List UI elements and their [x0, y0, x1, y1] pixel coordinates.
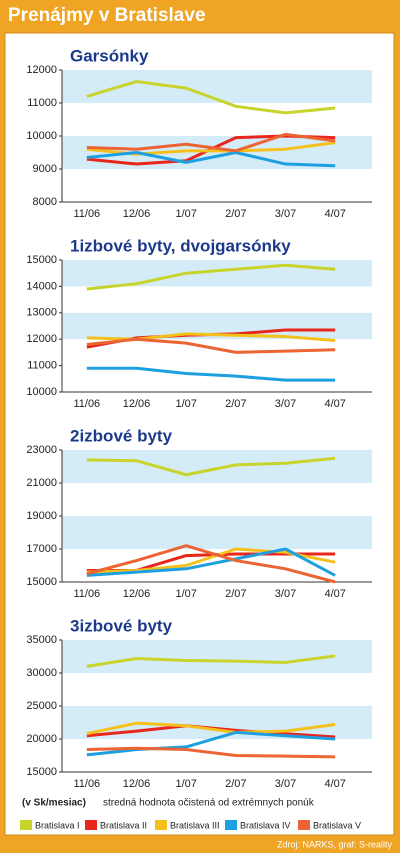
x-tick-label: 12/06 — [123, 778, 151, 790]
band — [62, 70, 372, 103]
y-tick-label: 12000 — [26, 333, 57, 345]
x-tick-label: 11/06 — [73, 398, 100, 410]
x-tick-label: 12/06 — [123, 398, 151, 410]
x-tick-label: 11/06 — [73, 588, 100, 600]
y-tick-label: 10000 — [26, 130, 57, 142]
y-tick-label: 9000 — [33, 163, 57, 175]
method-note: stredná hodnota očistená od extrémnych p… — [103, 798, 315, 809]
x-tick-label: 3/07 — [275, 208, 296, 220]
series-line — [86, 654, 336, 668]
legend-label: Bratislava V — [313, 820, 361, 830]
x-tick-label: 1/07 — [175, 588, 196, 600]
x-tick-label: 4/07 — [324, 588, 345, 600]
legend-swatch — [298, 820, 310, 830]
band — [62, 260, 372, 287]
x-tick-label: 11/06 — [73, 208, 100, 220]
y-tick-label: 11000 — [27, 360, 57, 372]
chart-title: 3izbové byty — [70, 616, 173, 635]
x-tick-label: 4/07 — [324, 778, 345, 790]
band — [62, 516, 372, 549]
y-tick-label: 10000 — [26, 386, 57, 398]
source: Zdroj: NARKS, graf: S-reality — [277, 839, 393, 849]
y-tick-label: 13000 — [26, 307, 57, 319]
series-line — [86, 547, 336, 577]
y-tick-label: 8000 — [33, 196, 57, 208]
x-tick-label: 2/07 — [225, 208, 246, 220]
legend-swatch — [85, 820, 97, 830]
x-tick-label: 1/07 — [175, 398, 196, 410]
series-line — [86, 80, 336, 115]
legend-swatch — [225, 820, 237, 830]
y-tick-label: 25000 — [26, 700, 57, 712]
y-tick-label: 35000 — [26, 634, 57, 646]
legend-label: Bratislava II — [100, 820, 147, 830]
x-tick-label: 1/07 — [175, 778, 196, 790]
y-tick-label: 19000 — [26, 510, 57, 522]
x-tick-label: 2/07 — [225, 778, 246, 790]
y-tick-label: 21000 — [26, 477, 57, 489]
x-tick-label: 3/07 — [275, 398, 296, 410]
legend-label: Bratislava IV — [240, 820, 291, 830]
x-tick-label: 11/06 — [73, 778, 100, 790]
legend-swatch — [20, 820, 32, 830]
legend-label: Bratislava I — [35, 820, 80, 830]
x-tick-label: 2/07 — [225, 398, 246, 410]
unit-note: (v Sk/mesiac) — [22, 798, 86, 809]
series-line — [86, 746, 336, 759]
x-tick-label: 4/07 — [324, 398, 345, 410]
chart-title: 1izbové byty, dvojgarsónky — [70, 236, 291, 255]
series-line — [86, 337, 336, 354]
series-line — [86, 721, 336, 736]
x-tick-label: 12/06 — [123, 588, 151, 600]
y-tick-label: 15000 — [26, 766, 57, 778]
series-line — [86, 366, 336, 382]
series-line — [86, 132, 336, 153]
x-tick-label: 1/07 — [175, 208, 196, 220]
legend-swatch — [155, 820, 167, 830]
y-tick-label: 11000 — [27, 97, 57, 109]
series-line — [86, 456, 336, 477]
y-tick-label: 15000 — [26, 576, 57, 588]
y-tick-label: 15000 — [26, 254, 57, 266]
series-line — [86, 263, 336, 291]
main-title: Prenájmy v Bratislave — [8, 5, 206, 26]
x-tick-label: 3/07 — [275, 588, 296, 600]
x-tick-label: 4/07 — [324, 208, 345, 220]
y-tick-label: 17000 — [26, 543, 57, 555]
x-tick-label: 12/06 — [123, 208, 151, 220]
y-tick-label: 12000 — [26, 64, 57, 76]
legend-label: Bratislava III — [170, 820, 220, 830]
y-tick-label: 14000 — [26, 280, 57, 292]
series-line — [86, 544, 336, 584]
y-tick-label: 23000 — [26, 444, 57, 456]
x-tick-label: 2/07 — [225, 588, 246, 600]
y-tick-label: 20000 — [26, 733, 57, 745]
chart-title: Garsónky — [70, 46, 149, 65]
x-tick-label: 3/07 — [275, 778, 296, 790]
y-tick-label: 30000 — [26, 667, 57, 679]
chart-title: 2izbové byty — [70, 426, 173, 445]
series-line — [86, 151, 336, 168]
band — [62, 450, 372, 483]
series-line — [86, 730, 336, 757]
